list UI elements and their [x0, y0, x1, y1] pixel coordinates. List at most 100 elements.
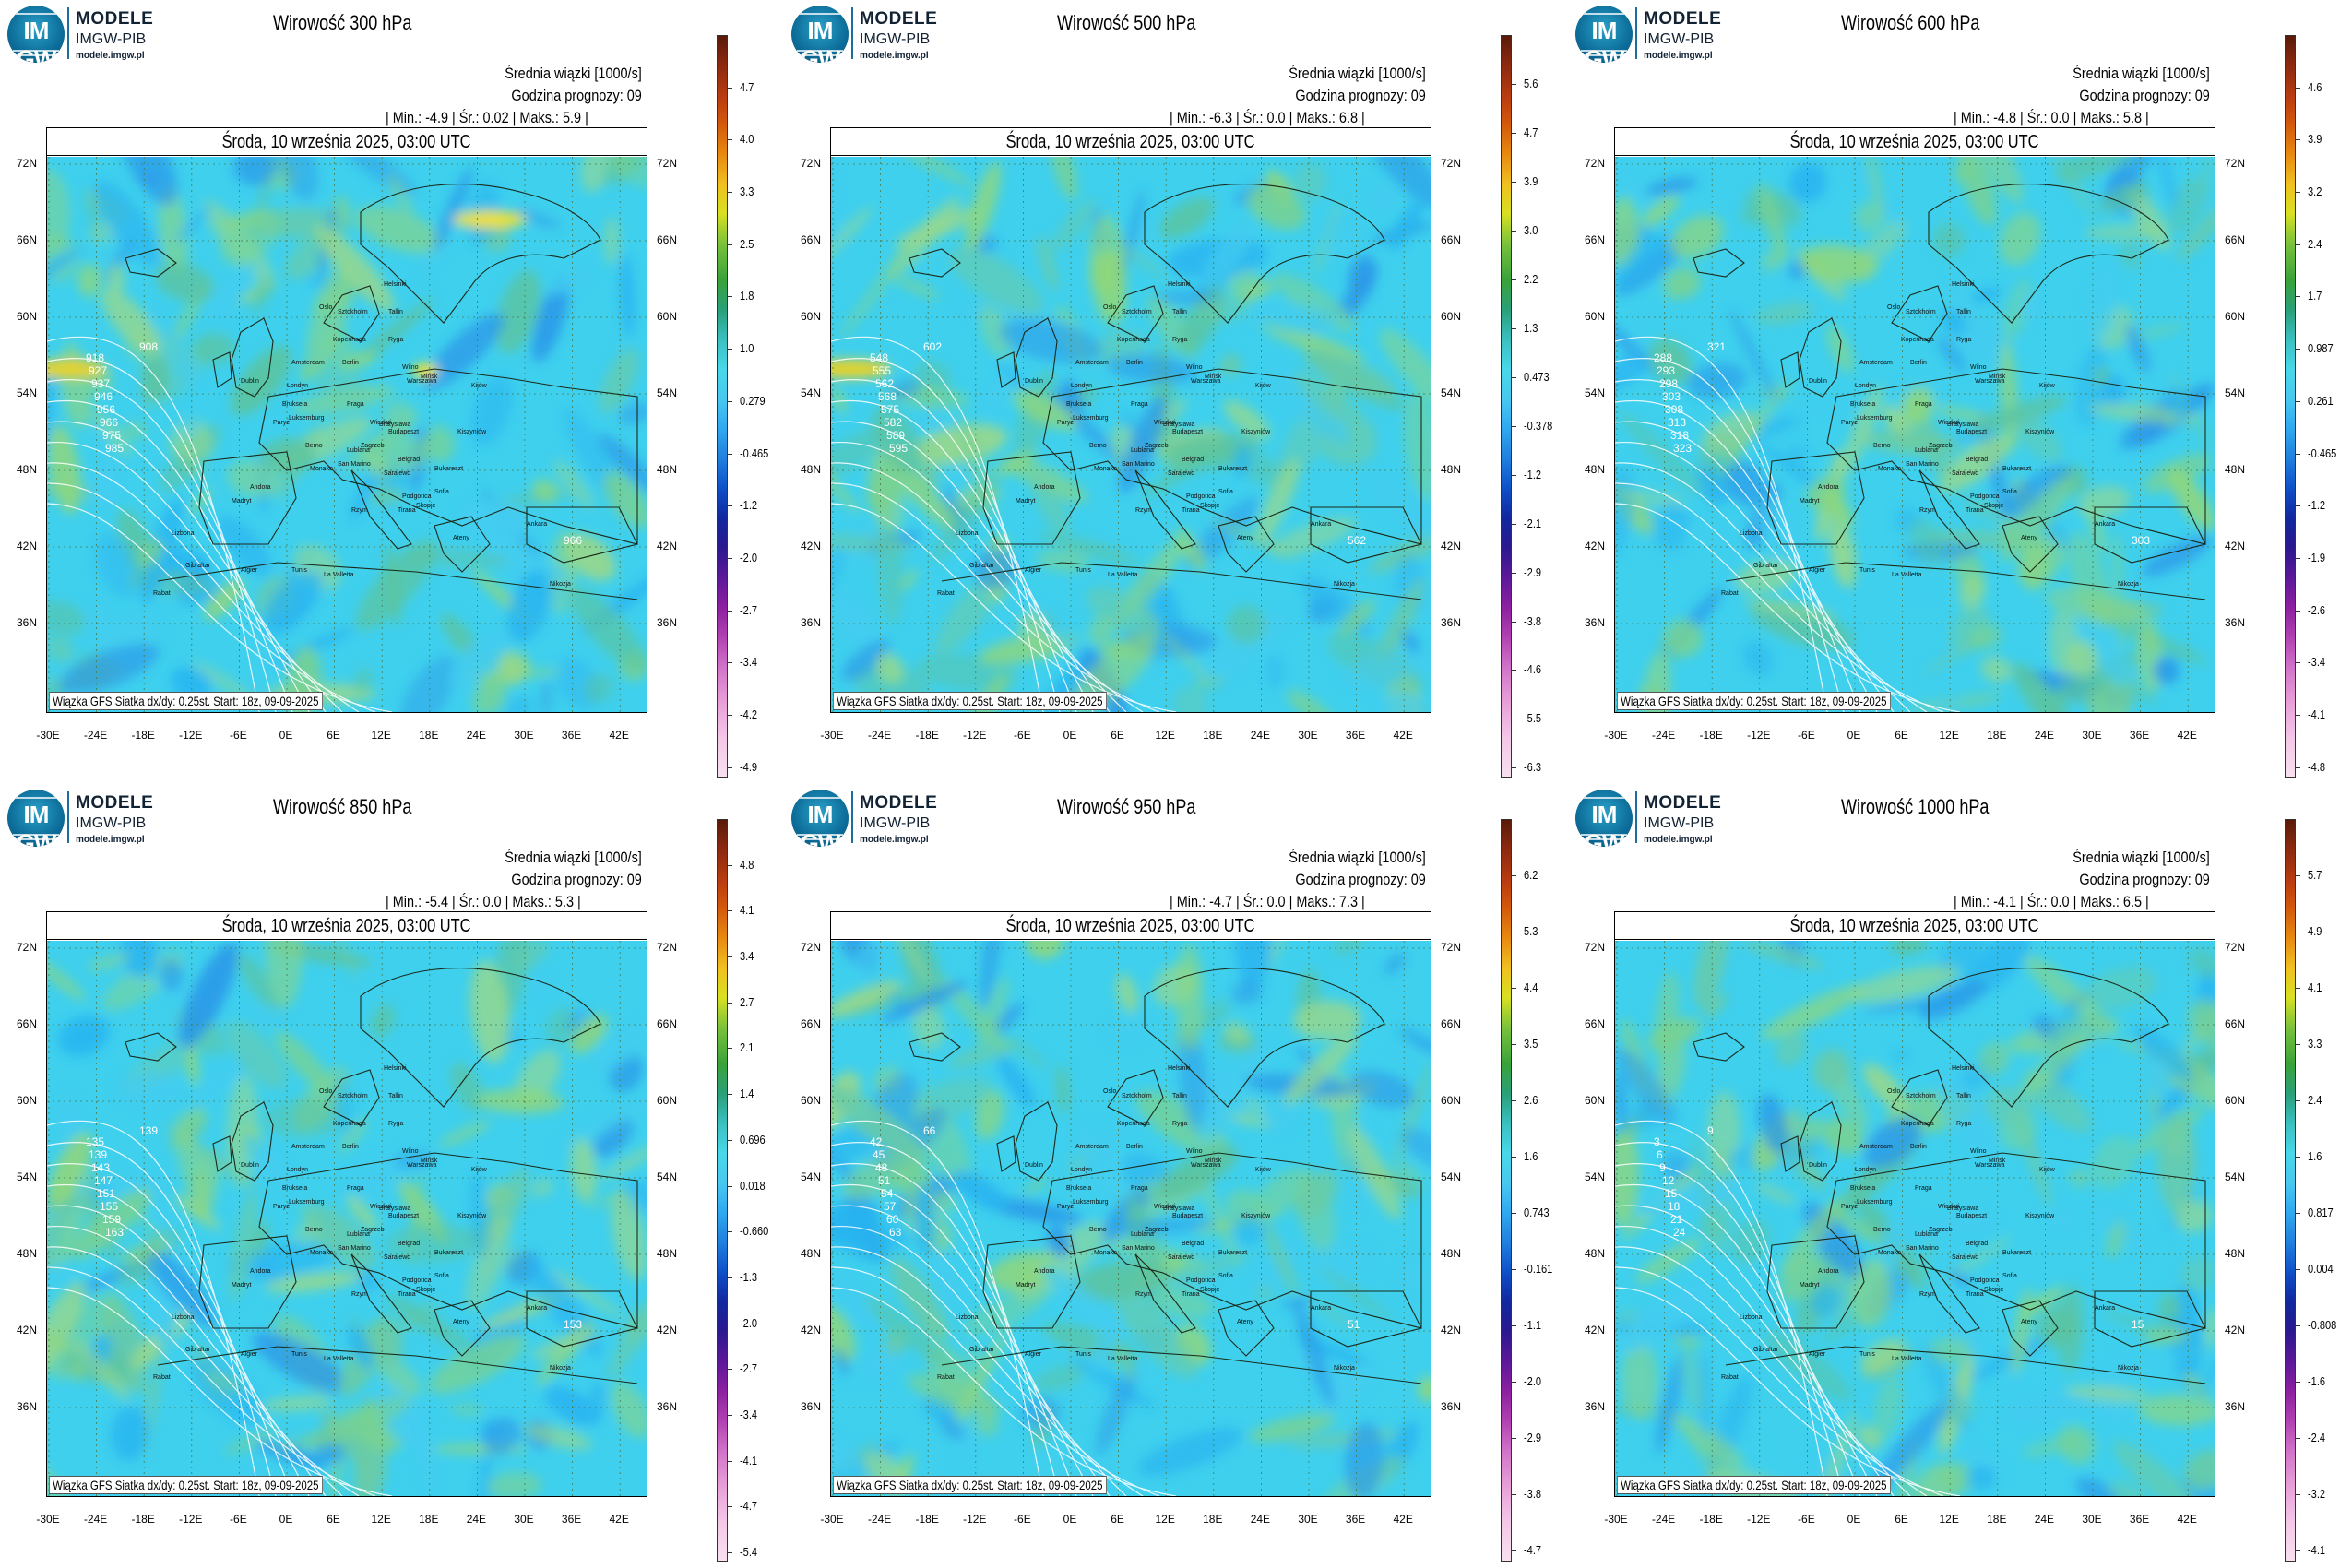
contour-label: 308 [1665, 403, 1683, 416]
city-label: Berlin [1126, 360, 1143, 366]
coastline [157, 1346, 638, 1384]
stat-mean: 0.0 [1266, 109, 1286, 126]
longitude-label: 24E [1250, 729, 1271, 742]
city-label: Dublin [1025, 378, 1043, 385]
vorticity-map[interactable]: 918 927 937 946 956 966 975 985 908 966 Oslo Helsin… [47, 157, 647, 712]
city-label: Algier [241, 1351, 258, 1358]
brand-url[interactable]: modele.imgw.pl [1644, 51, 1713, 61]
latitude-label-left: 54N [1585, 1170, 1606, 1183]
city-label: Sztokholm [338, 309, 368, 315]
colorbar [1501, 35, 1512, 778]
longitude-label: 0E [279, 729, 293, 742]
colorbar-tick-mark [1512, 279, 1516, 280]
city-label: Zagrzeb [1929, 1227, 1953, 1233]
city-label: Podgorica [1970, 493, 2000, 500]
forecast-hour: Godzina prognozy: 09 [511, 87, 642, 104]
longitude-label: -24E [1651, 1513, 1676, 1526]
vorticity-map[interactable]: 288 293 298 303 308 313 318 323 321 303 Oslo Helsin… [1615, 157, 2215, 712]
vorticity-map[interactable]: 135 139 143 147 151 155 159 163 139 153 Oslo Helsin… [47, 941, 647, 1496]
colorbar-tick-label: 2.5 [740, 236, 754, 251]
colorbar-tick-label: -1.9 [2308, 550, 2326, 564]
colorbar-tick-mark [1512, 474, 1516, 476]
coastline [350, 1253, 412, 1334]
city-label: Oslo [1103, 1088, 1117, 1095]
city-label: Kopenhaga [333, 1121, 366, 1127]
colorbar-tick-mark [2296, 192, 2300, 194]
brand-url[interactable]: modele.imgw.pl [76, 835, 145, 845]
brand-divider [67, 7, 69, 59]
brand-url[interactable]: modele.imgw.pl [860, 51, 929, 61]
colorbar-tick-mark [2296, 1043, 2300, 1045]
panel-info: Średnia wiązki [1000/s] Godzina prognozy… [505, 847, 642, 891]
vorticity-map[interactable]: 3 6 9 12 15 18 21 24 9 15 Oslo Helsinki Sztokholm Tal… [1615, 941, 2215, 1496]
city-label: Skopje [1200, 1287, 1220, 1293]
city-label: Monako [1094, 466, 1117, 472]
latitude-label-left: 48N [17, 1247, 38, 1260]
longitude-label: -30E [820, 1513, 844, 1526]
longitude-label: 30E [2082, 729, 2102, 742]
latitude-label-right: 72N [1441, 941, 1462, 954]
coastline [1891, 285, 1948, 342]
longitude-label: 42E [2177, 1513, 2197, 1526]
contour-label: 60 [886, 1213, 899, 1226]
city-label: Wiedeń [1154, 420, 1176, 426]
city-label: Lublana [347, 447, 370, 454]
latitude-label-right: 66N [657, 233, 678, 246]
colorbar-tick-mark [1512, 1437, 1516, 1439]
colorbar-tick-mark [1512, 1268, 1516, 1270]
vorticity-map[interactable]: 548 555 562 568 575 582 589 595 602 562 Oslo Helsin… [831, 157, 1431, 712]
city-label: Zagrzeb [1145, 443, 1169, 449]
city-label: Lizbona [1740, 1314, 1763, 1321]
city-label: Ankara [1311, 1305, 1331, 1312]
logo-text: IM GW [800, 801, 841, 847]
latitude-label-right: 66N [657, 1017, 678, 1030]
latitude-label-right: 42N [1441, 540, 1462, 552]
coastline [125, 248, 177, 278]
colorbar-tick-mark [2296, 766, 2300, 768]
brand-org: IMGW-PIB [1644, 815, 1715, 831]
brand-url[interactable]: modele.imgw.pl [860, 835, 929, 845]
colorbar-tick-mark [728, 139, 732, 141]
city-label: Tirana [1966, 1291, 1984, 1298]
brand-org: IMGW-PIB [860, 31, 931, 47]
city-label: Sztokholm [1122, 1093, 1152, 1099]
city-label: Tallin [1172, 309, 1187, 315]
imgw-logo-icon: IM GW [791, 6, 849, 63]
longitude-label: 18E [419, 729, 439, 742]
contour-label: 159 [102, 1213, 121, 1226]
contour-label: 568 [878, 390, 897, 403]
contour-label: 139 [139, 1124, 158, 1137]
colorbar-tick-label: -2.0 [740, 550, 758, 564]
coastline [1218, 1300, 1275, 1357]
brand-url[interactable]: modele.imgw.pl [76, 51, 145, 61]
coastline [982, 1235, 1081, 1329]
colorbar-tick-label: -0.465 [2308, 445, 2337, 460]
contour-label: 42 [870, 1135, 883, 1148]
city-label: Helsinki [1168, 1065, 1191, 1072]
city-label: Sztokholm [1906, 309, 1936, 315]
city-label: Podgorica [402, 1277, 432, 1284]
panel-subtitle: Średnia wiązki [1000/s] [505, 65, 642, 82]
longitude-label: 12E [1155, 1513, 1175, 1526]
colorbar-tick-label: -5.4 [740, 1545, 758, 1560]
colorbar-tick-mark [728, 1414, 732, 1416]
colorbar-tick-label: 0.473 [1524, 369, 1550, 384]
date-bar: Środa, 10 września 2025, 03:00 UTC [1615, 128, 2215, 156]
forecast-panel-3: IM GW MODELE IMGW-PIB modele.imgw.pl Wir… [1568, 0, 2352, 784]
city-label: Warszawa [1191, 378, 1221, 385]
city-label: Podgorica [1186, 1277, 1216, 1284]
colorbar-tick-mark [728, 557, 732, 559]
brand-block: MODELE IMGW-PIB modele.imgw.pl [76, 9, 153, 61]
city-label: Rabat [153, 1374, 171, 1381]
contour-label: 143 [91, 1161, 110, 1174]
vorticity-map[interactable]: 42 45 48 51 54 57 60 63 66 51 Oslo Helsinki Sztokhol… [831, 941, 1431, 1496]
brand-url[interactable]: modele.imgw.pl [1644, 835, 1713, 845]
city-label: Rzym [1135, 507, 1152, 514]
colorbar-tick-mark [1512, 132, 1516, 134]
logo-text: IM GW [800, 17, 841, 63]
map-frame: Środa, 10 września 2025, 03:00 UTC 42 45 4… [830, 911, 1431, 1497]
city-label: Tirana [398, 1291, 416, 1298]
colorbar-tick-mark [2296, 1099, 2300, 1101]
coastline [1928, 184, 2169, 324]
coastline [1015, 317, 1058, 398]
